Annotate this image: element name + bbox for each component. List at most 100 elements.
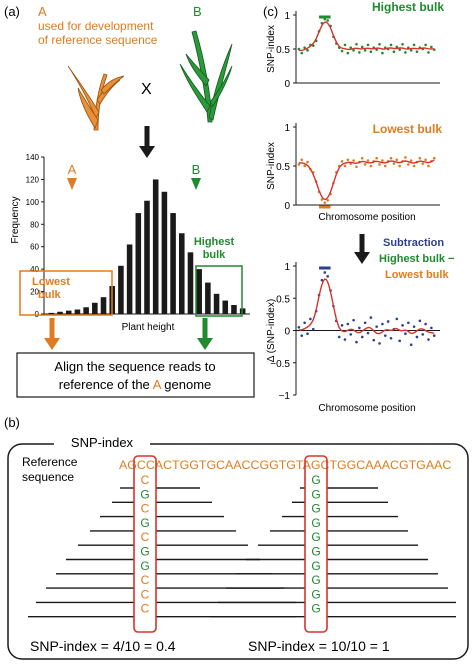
histogram-bar: [205, 282, 211, 314]
histogram-bar: [100, 297, 107, 314]
plot-y-tick-label: 0: [284, 79, 290, 90]
plot-point: [303, 321, 306, 325]
plot-point: [409, 49, 413, 52]
histogram-marker-b: B: [192, 162, 201, 177]
lowest-bulk-label-2: bulk: [38, 289, 61, 301]
plot-point: [395, 158, 399, 162]
align-text-2: reference of the A genome: [59, 377, 212, 392]
plot-point: [346, 158, 350, 162]
plot-point: [404, 51, 407, 54]
plot-point: [349, 46, 353, 49]
plot-y-tick-label: −0.5: [270, 359, 290, 370]
plot-point: [409, 343, 413, 346]
marker-a-arrow: [67, 178, 77, 190]
plot-point: [360, 45, 364, 49]
snp-allele: G: [140, 516, 149, 530]
plot-point: [360, 156, 364, 160]
histogram-y-tick-label: 80: [30, 220, 39, 229]
plot-point: [398, 48, 401, 51]
plot-point: [398, 339, 401, 343]
histogram-bar: [65, 310, 72, 314]
highest-bulk-arrow-head: [197, 338, 213, 350]
snp-allele: G: [311, 530, 320, 544]
histogram-bar: [48, 312, 55, 314]
histogram-ylabel: Frequency: [10, 196, 21, 243]
histogram-bar: [161, 191, 168, 314]
snp-column-2-highlight: [304, 455, 328, 633]
plot-point: [427, 51, 430, 54]
plot-point: [415, 50, 419, 54]
snp-result-2: SNP-index = 10/10 = 1: [248, 638, 390, 654]
plot-point: [421, 333, 425, 336]
plot-point: [323, 201, 327, 204]
plot-point: [375, 156, 378, 160]
plot-point: [355, 340, 358, 344]
subtraction-line-2: Highest bulk −: [379, 253, 455, 265]
histogram-bar: [187, 252, 194, 314]
box-title: SNP-index: [71, 435, 134, 450]
highest-bulk-label-1: Highest: [194, 236, 235, 248]
plot-point: [352, 159, 355, 162]
plot-point: [424, 43, 427, 47]
plot-point: [358, 326, 361, 330]
plot-point: [418, 319, 422, 323]
plot-point: [424, 158, 427, 162]
parent-b-letter: B: [193, 4, 202, 19]
plot-point: [404, 332, 407, 336]
plot-point: [430, 45, 433, 49]
lowest-bulk-box: [19, 270, 113, 316]
plot-point: [349, 333, 353, 336]
plot-point: [378, 42, 381, 46]
reference-label-2: sequence: [22, 470, 74, 484]
reference-label-1: Reference: [22, 455, 78, 469]
plot-point: [369, 316, 373, 319]
histogram-bar: [92, 302, 98, 314]
plot-point: [340, 324, 344, 327]
plot-y-tick-label: 0: [284, 201, 290, 212]
plot-point: [340, 160, 344, 163]
histogram-bar: [231, 305, 237, 314]
histogram-bar: [83, 307, 89, 314]
snp-allele: C: [141, 473, 150, 487]
arrow-to-histogram-head: [139, 146, 155, 158]
plot-point: [401, 42, 404, 46]
plot-point: [412, 43, 416, 47]
plot-fit-line: [298, 278, 435, 335]
plot-point: [343, 338, 347, 341]
plot-point: [306, 49, 309, 52]
plot-point: [381, 51, 384, 55]
plot-y-tick-label: 0: [284, 327, 290, 338]
lowest-bulk-label-1: Lowest: [32, 276, 70, 288]
parent-a-note-1: used for development: [38, 19, 154, 33]
plot-point: [395, 317, 399, 321]
plot-point: [306, 332, 309, 336]
plot-point: [395, 45, 399, 49]
plot-point: [418, 156, 422, 160]
plot-point: [389, 156, 393, 160]
plot-y-tick-label: 1: [284, 11, 290, 22]
snp-allele: G: [311, 545, 320, 559]
histogram-bar: [222, 300, 229, 314]
snp-column-1-highlight: [133, 455, 157, 633]
plot-point: [326, 199, 329, 202]
plot-point: [389, 43, 393, 47]
snp-result-1: SNP-index = 4/10 = 0.4: [30, 638, 176, 654]
plot-point: [320, 198, 324, 201]
histogram-bar: [213, 293, 220, 314]
plant-a-icon: [67, 65, 125, 131]
subtraction-arrow-head: [354, 252, 370, 264]
plot-point: [340, 49, 344, 53]
plot-ylabel: SNP-index: [266, 142, 277, 190]
plot-y-tick-label: 1: [284, 262, 290, 273]
plot-point: [383, 164, 387, 168]
snp-allele: G: [311, 473, 320, 487]
parent-a-letter: A: [38, 4, 47, 19]
histogram-bar: [57, 311, 63, 314]
plot-point: [323, 271, 327, 274]
plot-y-tick-label: 1: [284, 123, 290, 134]
highest-bulk-box: [195, 265, 243, 317]
reference-sequence: AGCCACTGGTGCAACCGGTGTAGCTGGCAAACGTGAAC: [119, 458, 451, 472]
